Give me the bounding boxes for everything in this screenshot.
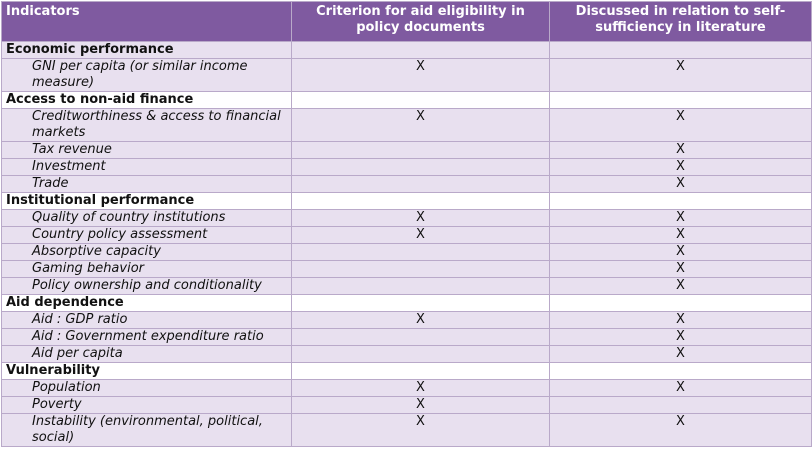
discussed-mark: X xyxy=(549,226,812,244)
indicator-label: Creditworthiness & access to financial m… xyxy=(1,108,292,142)
criterion-mark: X xyxy=(291,209,550,227)
criterion-mark xyxy=(291,345,550,363)
category-discussed-cell xyxy=(549,41,812,59)
indicator-label: Trade xyxy=(1,175,292,193)
criterion-mark: X xyxy=(291,226,550,244)
indicator-label: Absorptive capacity xyxy=(1,243,292,261)
category-row: Vulnerability xyxy=(1,362,812,380)
discussed-mark: X xyxy=(549,108,812,142)
header-indicators: Indicators xyxy=(1,1,292,42)
indicator-label: Aid : GDP ratio xyxy=(1,311,292,329)
category-discussed-cell xyxy=(549,192,812,210)
discussed-mark: X xyxy=(549,345,812,363)
criterion-mark: X xyxy=(291,413,550,447)
header-row: Indicators Criterion for aid eligibility… xyxy=(1,1,812,42)
table-row: GNI per capita (or similar income measur… xyxy=(1,58,812,92)
discussed-mark: X xyxy=(549,379,812,397)
category-discussed-cell xyxy=(549,91,812,109)
criterion-mark xyxy=(291,141,550,159)
table-row: Aid per capita X xyxy=(1,345,812,363)
indicator-label: Gaming behavior xyxy=(1,260,292,278)
table-row: Country policy assessment X X xyxy=(1,226,812,244)
table-row: Policy ownership and conditionality X xyxy=(1,277,812,295)
criterion-mark xyxy=(291,328,550,346)
criterion-mark: X xyxy=(291,108,550,142)
criterion-mark xyxy=(291,277,550,295)
table-row: Gaming behavior X xyxy=(1,260,812,278)
criterion-mark xyxy=(291,158,550,176)
category-criterion-cell xyxy=(291,41,550,59)
category-row: Economic performance xyxy=(1,41,812,59)
criterion-mark: X xyxy=(291,396,550,414)
category-criterion-cell xyxy=(291,192,550,210)
table-row: Absorptive capacity X xyxy=(1,243,812,261)
table-row: Creditworthiness & access to financial m… xyxy=(1,108,812,142)
indicator-label: Aid per capita xyxy=(1,345,292,363)
category-discussed-cell xyxy=(549,294,812,312)
discussed-mark: X xyxy=(549,260,812,278)
table-row: Instability (environmental, political, s… xyxy=(1,413,812,447)
indicator-label: Poverty xyxy=(1,396,292,414)
criterion-mark xyxy=(291,175,550,193)
category-criterion-cell xyxy=(291,294,550,312)
discussed-mark: X xyxy=(549,141,812,159)
indicator-label: Aid : Government expenditure ratio xyxy=(1,328,292,346)
indicator-label: GNI per capita (or similar income measur… xyxy=(1,58,292,92)
criterion-mark xyxy=(291,243,550,261)
table-row: Aid : Government expenditure ratio X xyxy=(1,328,812,346)
table-row: Poverty X xyxy=(1,396,812,414)
discussed-mark xyxy=(549,396,812,414)
indicators-table: Indicators Criterion for aid eligibility… xyxy=(1,1,812,447)
criterion-mark: X xyxy=(291,58,550,92)
header-criterion: Criterion for aid eligibility in policy … xyxy=(291,1,550,42)
table-row: Population X X xyxy=(1,379,812,397)
indicator-label: Policy ownership and conditionality xyxy=(1,277,292,295)
indicator-label: Instability (environmental, political, s… xyxy=(1,413,292,447)
criterion-mark xyxy=(291,260,550,278)
category-row: Aid dependence xyxy=(1,294,812,312)
table-row: Tax revenue X xyxy=(1,141,812,159)
category-criterion-cell xyxy=(291,362,550,380)
category-criterion-cell xyxy=(291,91,550,109)
header-discussed: Discussed in relation to self-sufficienc… xyxy=(549,1,812,42)
criterion-mark: X xyxy=(291,379,550,397)
category-label: Aid dependence xyxy=(1,294,292,312)
criterion-mark: X xyxy=(291,311,550,329)
discussed-mark: X xyxy=(549,175,812,193)
category-row: Access to non-aid finance xyxy=(1,91,812,109)
category-row: Institutional performance xyxy=(1,192,812,210)
category-label: Economic performance xyxy=(1,41,292,59)
discussed-mark: X xyxy=(549,209,812,227)
discussed-mark: X xyxy=(549,243,812,261)
category-discussed-cell xyxy=(549,362,812,380)
category-label: Institutional performance xyxy=(1,192,292,210)
indicator-label: Tax revenue xyxy=(1,141,292,159)
category-label: Access to non-aid finance xyxy=(1,91,292,109)
category-label: Vulnerability xyxy=(1,362,292,380)
discussed-mark: X xyxy=(549,413,812,447)
table-row: Trade X xyxy=(1,175,812,193)
indicator-label: Quality of country institutions xyxy=(1,209,292,227)
indicator-label: Investment xyxy=(1,158,292,176)
table-body: Economic performance GNI per capita (or s… xyxy=(1,41,812,447)
table-row: Quality of country institutions X X xyxy=(1,209,812,227)
table-row: Aid : GDP ratio X X xyxy=(1,311,812,329)
discussed-mark: X xyxy=(549,58,812,92)
indicator-label: Country policy assessment xyxy=(1,226,292,244)
table-row: Investment X xyxy=(1,158,812,176)
discussed-mark: X xyxy=(549,328,812,346)
discussed-mark: X xyxy=(549,277,812,295)
indicator-label: Population xyxy=(1,379,292,397)
discussed-mark: X xyxy=(549,158,812,176)
discussed-mark: X xyxy=(549,311,812,329)
